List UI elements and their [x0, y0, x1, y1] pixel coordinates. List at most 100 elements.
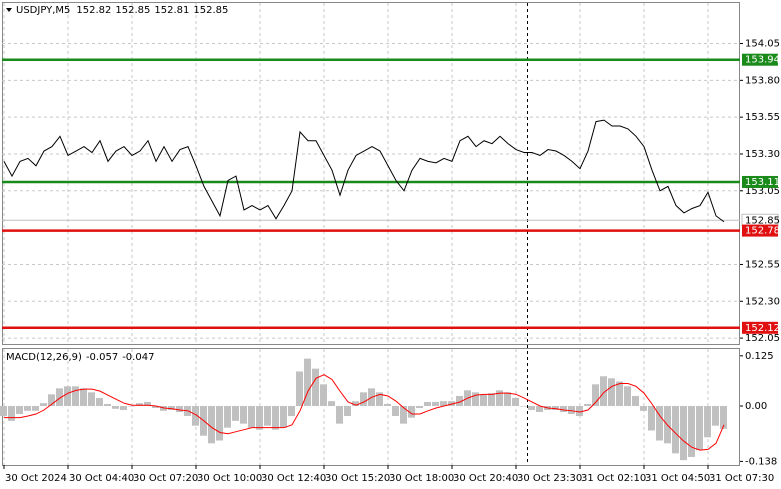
histogram-bar [560, 405, 567, 413]
histogram-bar [528, 405, 535, 411]
histogram-bar [320, 384, 327, 406]
level-label: 153.11 [745, 177, 780, 188]
ohlc-value: 152.85 [115, 5, 150, 16]
histogram-bar [432, 401, 439, 406]
x-tick-label: 31 Oct 07:30 [709, 473, 774, 484]
histogram-bar [208, 405, 215, 444]
histogram-bar [408, 405, 415, 418]
histogram-bar [584, 403, 591, 406]
histogram-bar [552, 405, 559, 411]
histogram-bar [120, 405, 127, 411]
histogram-bar [224, 405, 231, 428]
histogram-bar [8, 405, 15, 421]
histogram-bar [328, 401, 335, 406]
x-tick-label: 30 Oct 18:00 [389, 473, 454, 484]
histogram-bar [536, 405, 543, 413]
histogram-bar [352, 401, 359, 406]
histogram-bar [232, 405, 239, 421]
histogram-bar [96, 397, 103, 406]
histogram-bar [168, 405, 175, 411]
histogram-bar [280, 405, 287, 428]
level-label-box [742, 321, 778, 334]
histogram-bar [128, 405, 135, 407]
y-tick-label: 152.55 [745, 259, 780, 270]
level-label: 152.12 [745, 323, 780, 334]
histogram-bar [456, 395, 463, 406]
histogram-bar [24, 405, 31, 411]
x-tick-label: 31 Oct 04:50 [645, 473, 710, 484]
histogram-bar [56, 388, 63, 406]
level-label-box [742, 175, 778, 188]
level-label: 153.94 [745, 55, 780, 66]
y-tick-label: 154.05 [745, 39, 780, 50]
histogram-bar [680, 405, 687, 461]
level-label-box [742, 224, 778, 237]
marks-layer [0, 58, 740, 461]
histogram-bar [688, 405, 695, 457]
x-tick-label: 30 Oct 20:40 [453, 473, 518, 484]
histogram-bar [136, 403, 143, 406]
histogram-bar [360, 392, 367, 406]
histogram-bar [32, 405, 39, 411]
chart-title: USDJPY,M5 152.82 152.85 152.81 152.85 [16, 5, 228, 16]
histogram-bar [392, 405, 399, 417]
ohlc-value: 152.82 [76, 5, 111, 16]
histogram-bar [248, 405, 255, 428]
histogram-bar [176, 405, 183, 413]
histogram-bar [64, 386, 71, 406]
y-tick-label: 152.05 [745, 333, 780, 344]
histogram-bar [312, 368, 319, 406]
histogram-bar [520, 405, 527, 407]
histogram-bar [336, 405, 343, 424]
histogram-bar [640, 405, 647, 411]
histogram-bar [272, 405, 279, 430]
histogram-bar [416, 405, 423, 409]
y-tick-label: 0.00 [745, 401, 767, 412]
histogram-bar [112, 405, 119, 409]
histogram-bar [384, 403, 391, 406]
histogram-bar [376, 392, 383, 406]
histogram-bar [616, 381, 623, 406]
labels-layer: 154.05 153.80 153.55 153.30 153.05 152.55 152.… [3, 5, 780, 484]
histogram-bar [80, 388, 87, 406]
histogram-bar [144, 401, 151, 406]
x-tick-label: 30 Oct 10:00 [197, 473, 262, 484]
histogram-bar [648, 405, 655, 431]
histogram-bar [488, 393, 495, 406]
x-tick-label: 30 Oct 04:40 [69, 473, 134, 484]
y-tick-label: 153.55 [745, 112, 780, 123]
y-tick-label: -0.138 [745, 456, 777, 467]
histogram-bar [424, 401, 431, 406]
x-tick-label: 31 Oct 02:10 [581, 473, 646, 484]
histogram-bar [656, 405, 663, 441]
histogram-bar [216, 405, 223, 441]
symbol: USDJPY,M5 [16, 5, 70, 16]
histogram-bar [496, 390, 503, 406]
histogram-bar [304, 358, 311, 406]
histogram-bar [720, 405, 727, 429]
histogram-bar [160, 405, 167, 411]
histogram-bar [104, 403, 111, 406]
histogram-bar [152, 405, 159, 409]
histogram-bar [296, 371, 303, 406]
histogram-bar [448, 401, 455, 406]
histogram-bar [256, 405, 263, 430]
indicator-value: -0.057 [86, 352, 118, 363]
histogram-bar [672, 405, 679, 454]
histogram-bar [480, 394, 487, 406]
histogram-bar [696, 405, 703, 451]
y-tick-label: 0.125 [745, 351, 774, 362]
histogram-bar [576, 405, 583, 417]
histogram-bar [504, 392, 511, 406]
level-label-box [742, 53, 778, 66]
x-tick-label: 30 Oct 12:40 [261, 473, 326, 484]
level-label: 152.78 [745, 226, 780, 237]
price-panel-frame [2, 2, 740, 345]
y-tick-label: 153.30 [745, 149, 780, 160]
histogram-bar [16, 405, 23, 415]
indicator-title: MACD(12,26,9) -0.057 -0.047 [6, 352, 154, 363]
histogram-bar [72, 386, 79, 406]
x-tick-label: 30 Oct 23:30 [517, 473, 582, 484]
histogram-bar [600, 376, 607, 406]
